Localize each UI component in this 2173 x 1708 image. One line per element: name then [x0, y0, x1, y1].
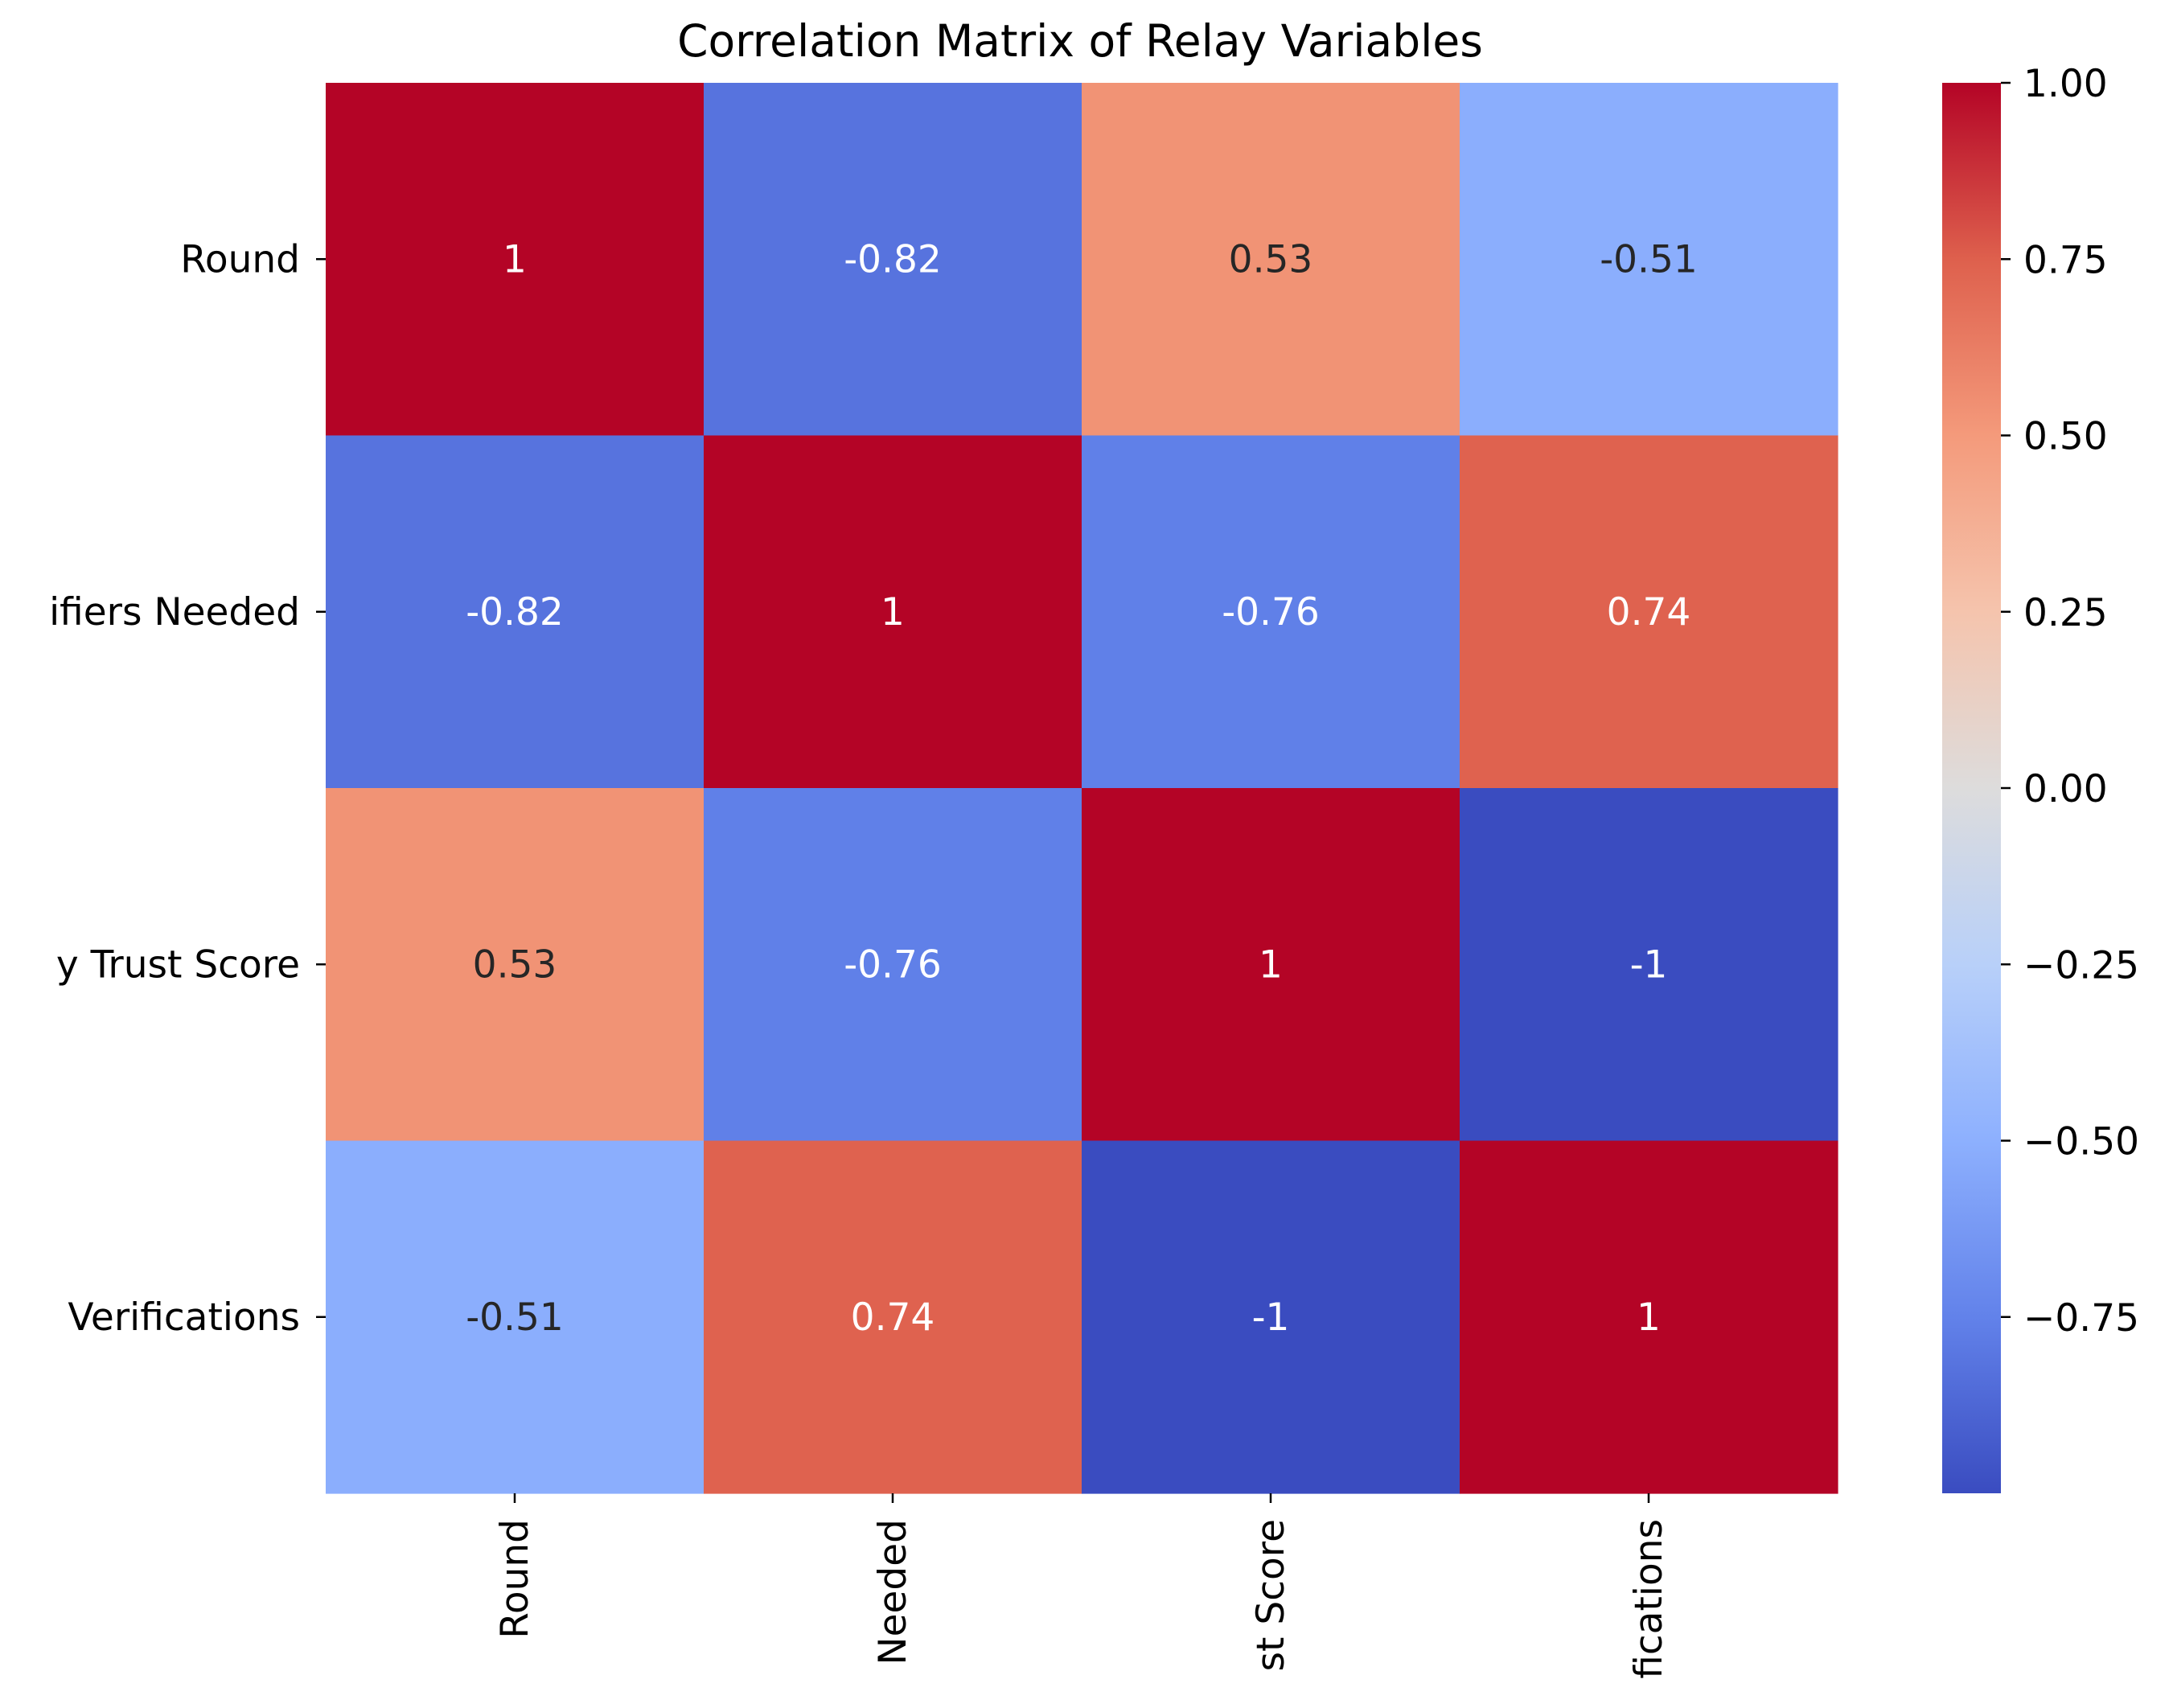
cell-annotation: -0.82: [466, 590, 564, 634]
cell-annotation: -0.51: [1600, 237, 1698, 281]
cell-annotation: -1: [1252, 1295, 1290, 1340]
heatmap-cell: [1460, 1140, 1838, 1494]
heatmap-cell: [326, 788, 704, 1142]
x-tick-label: Round: [493, 1519, 537, 1639]
heatmap-cell: [326, 435, 704, 789]
heatmap-cell: [704, 1140, 1082, 1494]
heatmap-cell: [326, 83, 704, 437]
heatmap-cell: [1460, 83, 1838, 437]
y-tick-label: y Trust Score: [56, 942, 300, 987]
y-tick-label: ifiers Needed: [49, 590, 300, 634]
cell-annotation: 1: [881, 590, 905, 634]
colorbar-tick-label: 0.25: [2023, 591, 2108, 635]
colorbar-tick-label: 0.75: [2023, 238, 2108, 282]
heatmap-cell: [1460, 788, 1838, 1142]
cell-annotation: 0.74: [851, 1295, 935, 1340]
y-tick-label: Verifications: [68, 1295, 300, 1340]
cell-annotation: 1: [503, 237, 527, 281]
cell-annotation: 1: [1637, 1295, 1661, 1340]
colorbar-gradient: [1942, 83, 2001, 1493]
heatmap-cell: [1460, 435, 1838, 789]
heatmap-cell: [1082, 1140, 1460, 1494]
heatmap-cell: [704, 83, 1082, 437]
colorbar-tick-label: −0.50: [2023, 1120, 2139, 1164]
colorbar-tick-label: 0.00: [2023, 767, 2108, 811]
heatmap-cell: [704, 788, 1082, 1142]
colorbar-tick-label: −0.25: [2023, 943, 2139, 987]
cell-annotation: -0.76: [844, 942, 942, 987]
x-tick-label: fications: [1627, 1519, 1671, 1679]
cell-annotation: -0.51: [466, 1295, 564, 1340]
heatmap-cell: [1082, 83, 1460, 437]
y-tick-label: Round: [180, 237, 300, 281]
column-labels: Round Needed st Score fications: [493, 1493, 1671, 1679]
cell-annotation: 1: [1259, 942, 1283, 987]
colorbar-tick-label: −0.75: [2023, 1296, 2139, 1341]
cell-annotation: 0.53: [1229, 237, 1313, 281]
colorbar-tick-label: 1.00: [2023, 62, 2108, 106]
cell-annotation: -0.82: [844, 237, 942, 281]
cell-annotation: -1: [1630, 942, 1668, 987]
x-tick-label: Needed: [871, 1519, 915, 1665]
heatmap-cell: [326, 1140, 704, 1494]
cell-annotation: 0.53: [473, 942, 557, 987]
heatmap-cell: [704, 435, 1082, 789]
heatmap-cells: 1 -0.82 0.53 -0.51 -0.82 1 -0.76 0.74 0.53 -0.76 1…: [326, 83, 1838, 1494]
cell-annotation: -0.76: [1222, 590, 1320, 634]
chart-title: Correlation Matrix of Relay Variables: [677, 15, 1483, 67]
row-labels: Round ifiers Needed y Trust Score Verificat…: [49, 237, 326, 1340]
heatmap-cell: [1082, 435, 1460, 789]
colorbar: 1.00 0.75 0.50 0.25 0.00 −0.25 −0.50 −0.75: [1942, 62, 2139, 1493]
x-tick-label: st Score: [1249, 1519, 1293, 1672]
heatmap-cell: [1082, 788, 1460, 1142]
cell-annotation: 0.74: [1607, 590, 1691, 634]
colorbar-tick-label: 0.50: [2023, 415, 2108, 459]
